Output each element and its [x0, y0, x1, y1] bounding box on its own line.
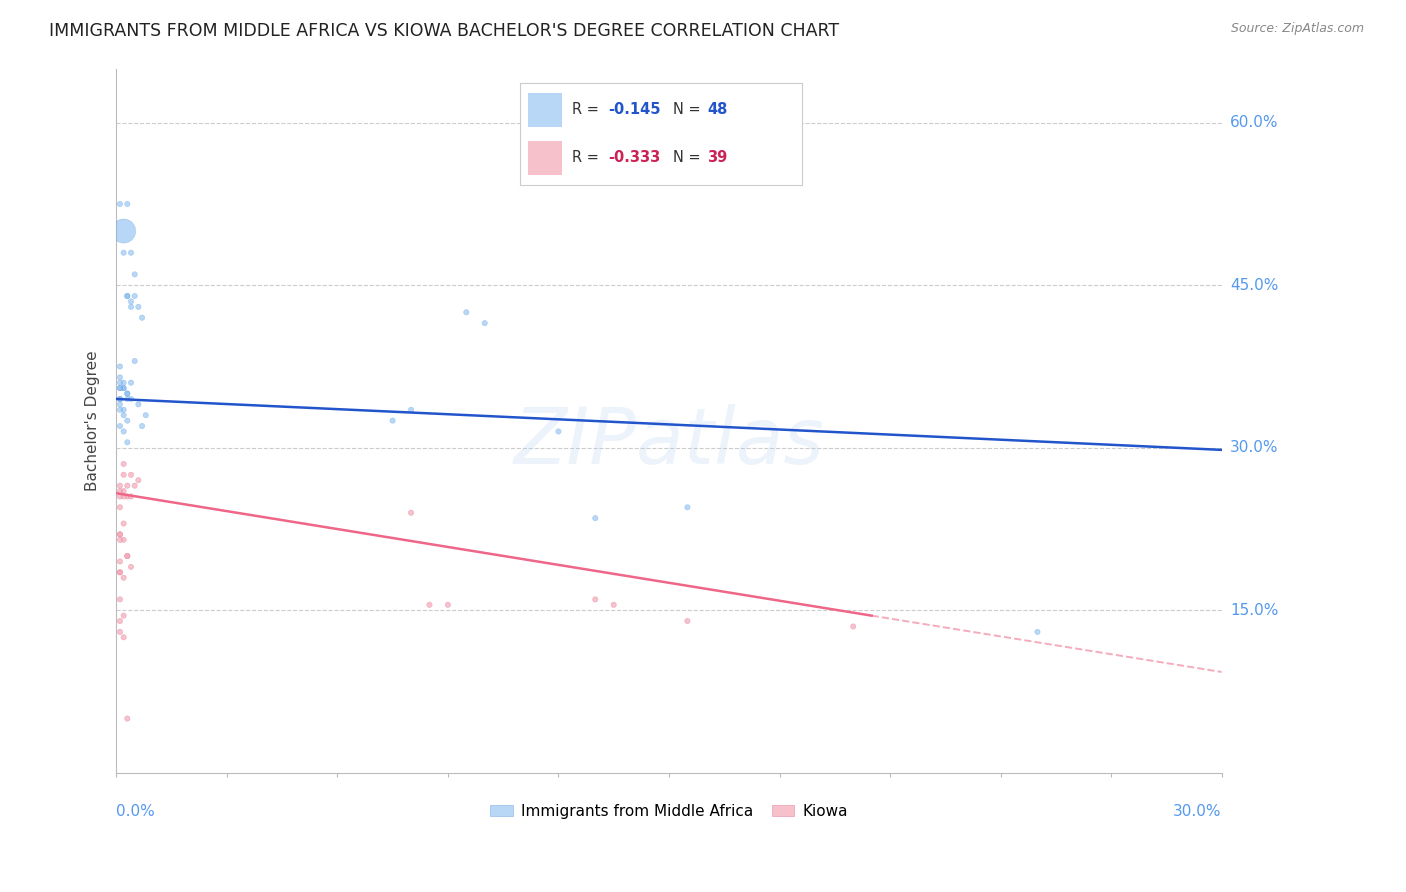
Point	[399, 402, 422, 417]
Point	[120, 376, 142, 390]
Text: 15.0%: 15.0%	[1230, 603, 1278, 618]
Point	[583, 592, 606, 607]
Point	[120, 300, 142, 314]
Text: 60.0%: 60.0%	[1230, 115, 1278, 130]
Point	[676, 614, 699, 628]
Point	[112, 516, 135, 531]
Point	[117, 490, 139, 504]
Point	[108, 490, 131, 504]
Point	[117, 392, 139, 406]
Point	[108, 376, 131, 390]
Y-axis label: Bachelor's Degree: Bachelor's Degree	[86, 351, 100, 491]
Point	[112, 571, 135, 585]
Point	[120, 490, 142, 504]
Point	[127, 397, 149, 411]
Point	[676, 500, 699, 515]
Text: 30.0%: 30.0%	[1230, 441, 1278, 455]
Point	[120, 245, 142, 260]
Point	[108, 478, 131, 492]
Text: 0.0%: 0.0%	[117, 804, 155, 819]
Point	[602, 598, 624, 612]
Point	[108, 484, 131, 499]
Point	[547, 425, 569, 439]
Point	[120, 294, 142, 309]
Point	[108, 392, 131, 406]
Point	[1026, 624, 1049, 639]
Point	[117, 712, 139, 726]
Point	[117, 414, 139, 428]
Point	[117, 289, 139, 303]
Point	[120, 467, 142, 482]
Point	[108, 197, 131, 211]
Point	[108, 392, 131, 406]
Point	[131, 310, 153, 325]
Point	[108, 527, 131, 541]
Point	[112, 381, 135, 395]
Point	[117, 435, 139, 450]
Point	[117, 549, 139, 563]
Point	[117, 549, 139, 563]
Point	[112, 608, 135, 623]
Point	[112, 457, 135, 471]
Point	[112, 381, 135, 395]
Point	[842, 619, 865, 633]
Point	[112, 484, 135, 499]
Point	[112, 408, 135, 422]
Point	[108, 370, 131, 384]
Point	[108, 614, 131, 628]
Point	[108, 566, 131, 580]
Text: ZIPatlas: ZIPatlas	[513, 404, 824, 480]
Point	[127, 473, 149, 487]
Point	[117, 289, 139, 303]
Point	[117, 386, 139, 401]
Point	[456, 305, 478, 319]
Text: 45.0%: 45.0%	[1230, 277, 1278, 293]
Point	[474, 316, 496, 330]
Point	[112, 376, 135, 390]
Point	[112, 245, 135, 260]
Point	[108, 359, 131, 374]
Text: Source: ZipAtlas.com: Source: ZipAtlas.com	[1230, 22, 1364, 36]
Point	[124, 268, 146, 282]
Point	[583, 511, 606, 525]
Point	[108, 554, 131, 568]
Point	[112, 224, 135, 238]
Point	[108, 566, 131, 580]
Point	[112, 533, 135, 547]
Point	[117, 386, 139, 401]
Point	[120, 392, 142, 406]
Point	[131, 419, 153, 434]
Point	[112, 490, 135, 504]
Point	[120, 560, 142, 574]
Point	[437, 598, 460, 612]
Point	[127, 300, 149, 314]
Point	[418, 598, 440, 612]
Point	[117, 478, 139, 492]
Point	[108, 533, 131, 547]
Point	[399, 506, 422, 520]
Point	[112, 425, 135, 439]
Point	[112, 467, 135, 482]
Point	[108, 592, 131, 607]
Point	[124, 289, 146, 303]
Point	[112, 630, 135, 644]
Text: IMMIGRANTS FROM MIDDLE AFRICA VS KIOWA BACHELOR'S DEGREE CORRELATION CHART: IMMIGRANTS FROM MIDDLE AFRICA VS KIOWA B…	[49, 22, 839, 40]
Point	[112, 402, 135, 417]
Point	[108, 624, 131, 639]
Text: 30.0%: 30.0%	[1173, 804, 1222, 819]
Point	[108, 402, 131, 417]
Point	[108, 381, 131, 395]
Point	[381, 414, 404, 428]
Point	[108, 381, 131, 395]
Point	[124, 354, 146, 368]
Point	[135, 408, 157, 422]
Point	[108, 527, 131, 541]
Point	[124, 478, 146, 492]
Point	[117, 197, 139, 211]
Point	[108, 397, 131, 411]
Point	[108, 500, 131, 515]
Point	[108, 419, 131, 434]
Legend: Immigrants from Middle Africa, Kiowa: Immigrants from Middle Africa, Kiowa	[484, 797, 853, 825]
